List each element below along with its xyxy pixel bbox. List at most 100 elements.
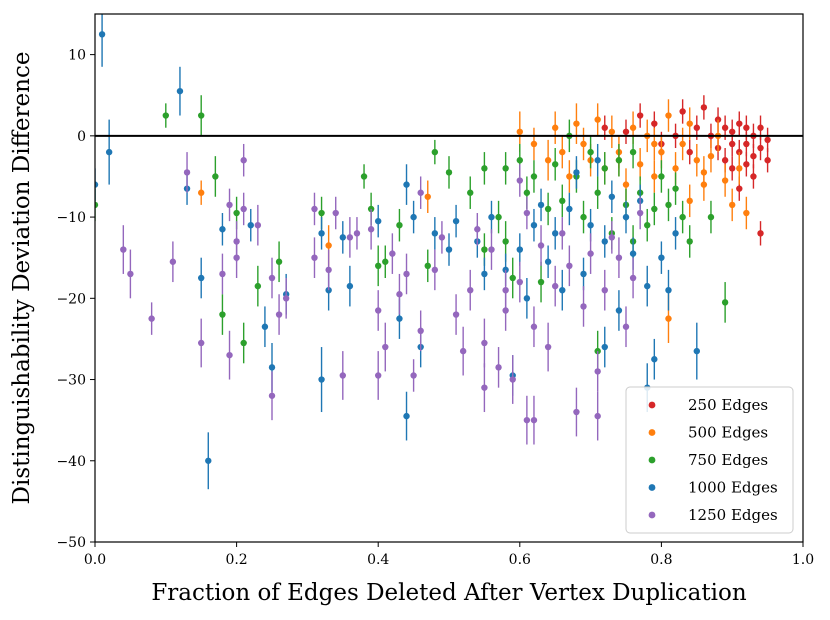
data-point — [651, 205, 658, 213]
data-point — [615, 157, 623, 164]
data-point — [502, 238, 509, 245]
data-point — [120, 246, 127, 253]
data-point — [608, 234, 616, 241]
data-point — [552, 161, 559, 168]
data-point — [573, 408, 580, 416]
data-point — [275, 258, 283, 265]
data-point — [750, 173, 757, 180]
y-tick-label: −30 — [56, 373, 86, 389]
data-point — [658, 148, 665, 156]
data-point — [601, 124, 608, 131]
data-point — [587, 222, 594, 229]
y-tick-label: −40 — [56, 454, 86, 470]
data-point — [375, 307, 382, 314]
data-point — [573, 169, 580, 176]
data-point — [148, 315, 155, 322]
data-point — [530, 222, 538, 229]
data-point — [587, 148, 594, 156]
data-point — [268, 274, 276, 282]
data-point — [729, 140, 736, 148]
data-point — [325, 266, 332, 274]
data-point — [375, 262, 382, 270]
data-point — [481, 246, 488, 253]
data-point — [275, 311, 283, 318]
x-axis-ticks: 0.0 0.2 0.4 0.6 0.8 1.0 — [84, 542, 814, 568]
data-point — [452, 217, 460, 225]
data-point — [254, 222, 262, 229]
legend-marker — [648, 484, 656, 491]
data-point — [403, 270, 410, 278]
data-point — [396, 222, 403, 229]
data-point — [169, 258, 177, 265]
data-point — [594, 189, 601, 196]
data-point — [665, 286, 672, 294]
data-point — [198, 189, 205, 196]
data-point — [559, 197, 566, 205]
x-tick-label: 0.4 — [367, 552, 389, 568]
data-point — [672, 185, 679, 192]
data-point — [212, 173, 219, 180]
data-point — [311, 254, 318, 261]
data-point — [736, 165, 743, 172]
data-point — [318, 230, 325, 237]
data-point — [658, 173, 665, 180]
data-point — [183, 169, 191, 176]
data-point — [721, 177, 729, 184]
data-point — [629, 148, 637, 156]
x-tick-label: 0.8 — [650, 552, 672, 568]
data-point — [509, 376, 516, 383]
data-point — [95, 201, 99, 209]
series-3 — [95, 14, 700, 490]
data-point — [622, 128, 630, 135]
data-point — [721, 124, 729, 131]
y-axis-ticks: 10 0 −10 −20 −30 −40 −50 — [56, 48, 95, 551]
data-point — [757, 124, 764, 131]
data-point — [105, 148, 113, 156]
legend-label: 1000 Edges — [688, 479, 778, 497]
data-point — [601, 343, 608, 351]
data-point — [346, 234, 354, 241]
data-point — [686, 120, 693, 127]
data-point — [552, 230, 559, 237]
data-point — [644, 282, 651, 290]
data-point — [686, 238, 693, 245]
data-point — [198, 339, 205, 347]
data-point — [573, 120, 580, 127]
data-point — [622, 213, 630, 221]
data-point — [417, 189, 424, 196]
data-point — [651, 120, 658, 127]
data-point — [537, 201, 545, 209]
data-point — [438, 234, 446, 241]
data-point — [523, 189, 531, 196]
data-point — [636, 112, 644, 119]
data-point — [615, 307, 623, 314]
data-point — [658, 254, 665, 261]
data-point — [502, 165, 509, 172]
data-point — [254, 282, 262, 290]
data-point — [672, 165, 679, 172]
legend-label: 500 Edges — [688, 424, 768, 442]
data-point — [651, 140, 658, 148]
data-point — [516, 177, 523, 184]
data-point — [736, 120, 743, 127]
data-point — [679, 213, 686, 221]
data-point — [282, 295, 290, 302]
legend-marker — [648, 511, 656, 519]
data-point — [566, 262, 573, 270]
data-point — [636, 161, 644, 168]
data-point — [481, 384, 488, 391]
data-point — [644, 222, 651, 229]
data-point — [198, 274, 205, 282]
data-point — [325, 242, 332, 249]
data-point — [445, 169, 453, 176]
y-axis-label: Distinguishability Deviation Difference — [9, 52, 35, 505]
data-point — [544, 157, 552, 164]
data-point — [721, 299, 729, 306]
data-point — [431, 148, 439, 156]
data-point — [608, 128, 616, 135]
data-point — [233, 209, 240, 217]
data-point — [679, 108, 686, 115]
data-point — [721, 157, 729, 164]
data-point — [240, 339, 247, 347]
data-point — [580, 213, 587, 221]
